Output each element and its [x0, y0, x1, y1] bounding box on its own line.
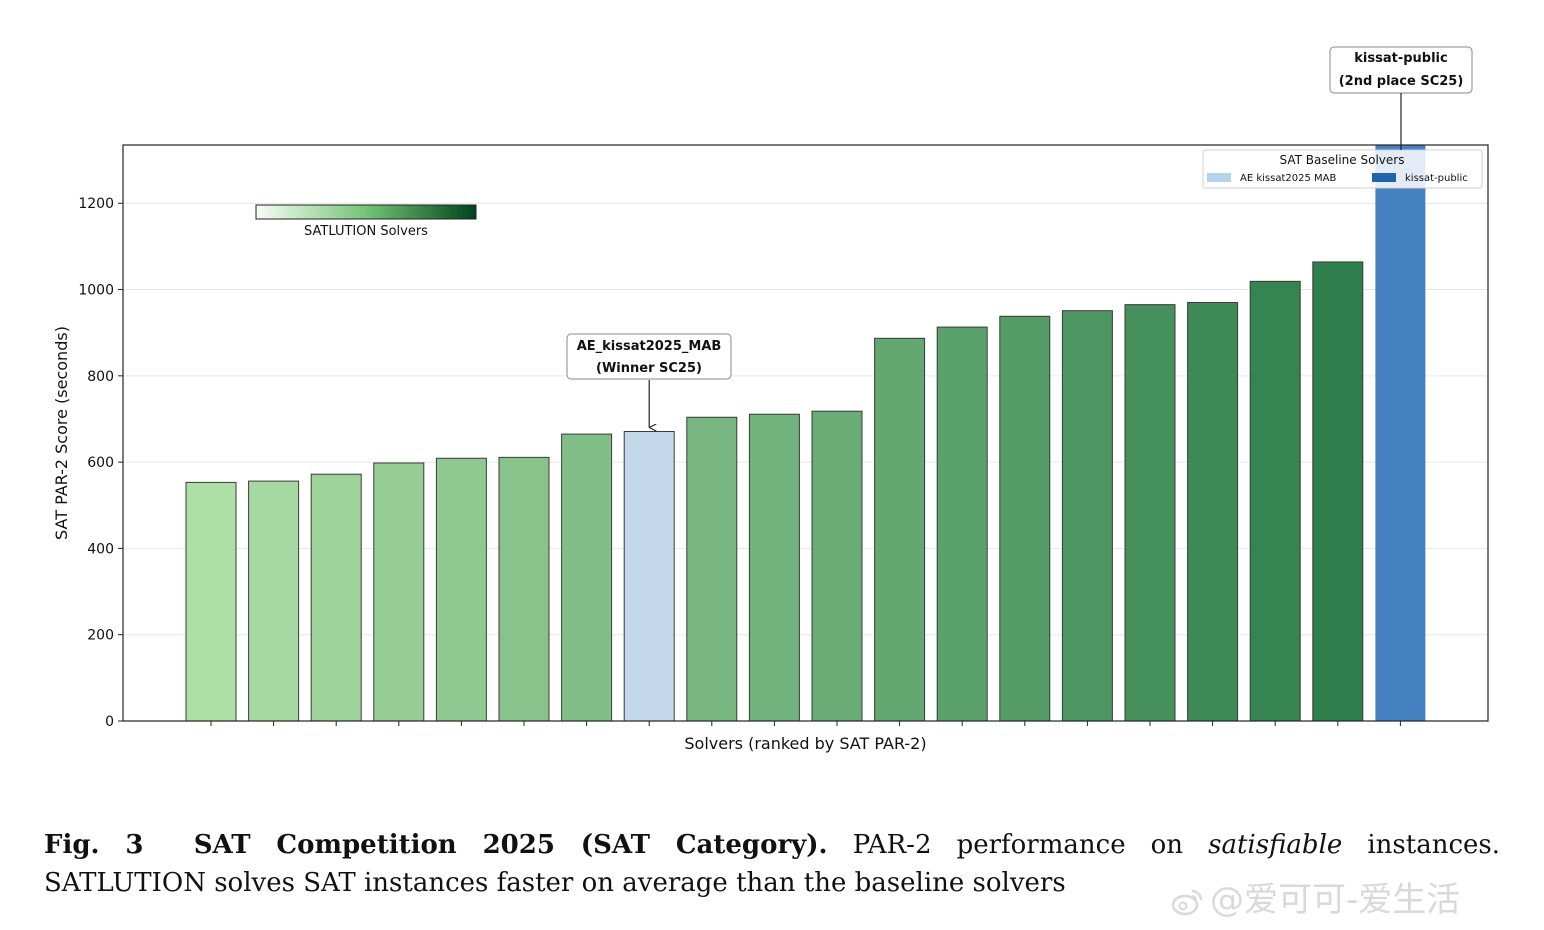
annotation-winner-line1: AE_kissat2025_MAB — [577, 339, 722, 354]
annotation-kissat-line2: (2nd place SC25) — [1339, 74, 1464, 89]
y-tick-label: 1200 — [78, 196, 114, 212]
caption-line-2: SATLUTION solves SAT instances faster on… — [44, 868, 1066, 898]
weibo-logo-icon — [1171, 889, 1203, 915]
bar-19 — [1312, 261, 1364, 722]
y-tick-label: 1000 — [78, 283, 114, 299]
annotation-kissat-line1: kissat-public — [1354, 51, 1447, 66]
legend: SAT Baseline Solvers AE kissat2025 MAB k… — [1202, 149, 1483, 189]
figure-caption: Fig. 3 SAT Competition 2025 (SAT Categor… — [44, 826, 1500, 902]
bar-16 — [1124, 304, 1176, 722]
bar-5 — [435, 457, 487, 722]
y-axis-label: SAT PAR-2 Score (seconds) — [52, 326, 71, 540]
bar-17 — [1187, 301, 1239, 722]
annotation-winner: AE_kissat2025_MAB (Winner SC25) — [566, 333, 732, 427]
bar-6 — [498, 456, 550, 722]
x-axis-label: Solvers (ranked by SAT PAR-2) — [684, 734, 926, 753]
bar-11 — [811, 410, 863, 722]
watermark: @爱可可-爱生活 — [1170, 872, 1460, 921]
caption-emphasis: satisfiable — [1208, 830, 1343, 860]
caption-text-after: instances. — [1367, 830, 1501, 860]
bar-7 — [561, 433, 613, 722]
bar-18 — [1249, 280, 1301, 722]
bar-8 — [623, 430, 675, 722]
legend-title: SAT Baseline Solvers — [1280, 153, 1405, 167]
bar-13 — [936, 326, 988, 722]
legend-entry-mab: AE kissat2025 MAB — [1240, 173, 1336, 184]
legend-box — [1202, 149, 1483, 189]
plot-frame — [122, 144, 1489, 722]
annotation-winner-line2: (Winner SC25) — [596, 361, 702, 376]
bar-10 — [748, 413, 800, 722]
legend-swatch-kissat — [1372, 173, 1396, 182]
caption-title: SAT Competition 2025 (SAT Category). — [193, 830, 828, 860]
caption-text-before: PAR-2 performance on — [852, 830, 1184, 860]
colorbar-gradient — [255, 204, 477, 220]
y-tick-label: 600 — [87, 455, 114, 471]
bar-9 — [686, 416, 738, 722]
annotation-winner-box — [566, 333, 732, 380]
legend-entry-kissat: kissat-public — [1405, 173, 1468, 184]
colorbar-label: SATLUTION Solvers — [304, 224, 428, 239]
bar-3 — [310, 473, 362, 722]
bar-20 — [1375, 145, 1426, 721]
caption-line-1: Fig. 3 SAT Competition 2025 (SAT Categor… — [44, 826, 1500, 864]
caption-label: Fig. 3 — [44, 830, 144, 860]
legend-swatch-mab — [1207, 173, 1231, 182]
y-tick-label: 800 — [87, 369, 114, 385]
y-tick-label: 400 — [87, 541, 114, 557]
bar-15 — [1061, 310, 1113, 722]
y-tick-label: 0 — [105, 714, 114, 730]
y-tick-label: 200 — [87, 628, 114, 644]
bar-chart: 0 200 400 600 800 1000 1200 Solvers (ranked by… — [52, 46, 1489, 753]
colorbar: SATLUTION Solvers — [255, 204, 477, 239]
bar-12 — [874, 337, 926, 722]
watermark-text: @爱可可-爱生活 — [1210, 880, 1461, 920]
annotation-kissat: kissat-public (2nd place SC25) — [1329, 46, 1473, 150]
bar-1 — [185, 481, 237, 722]
bar-14 — [999, 315, 1051, 722]
bar-4 — [373, 462, 425, 722]
bar-2 — [248, 480, 300, 722]
